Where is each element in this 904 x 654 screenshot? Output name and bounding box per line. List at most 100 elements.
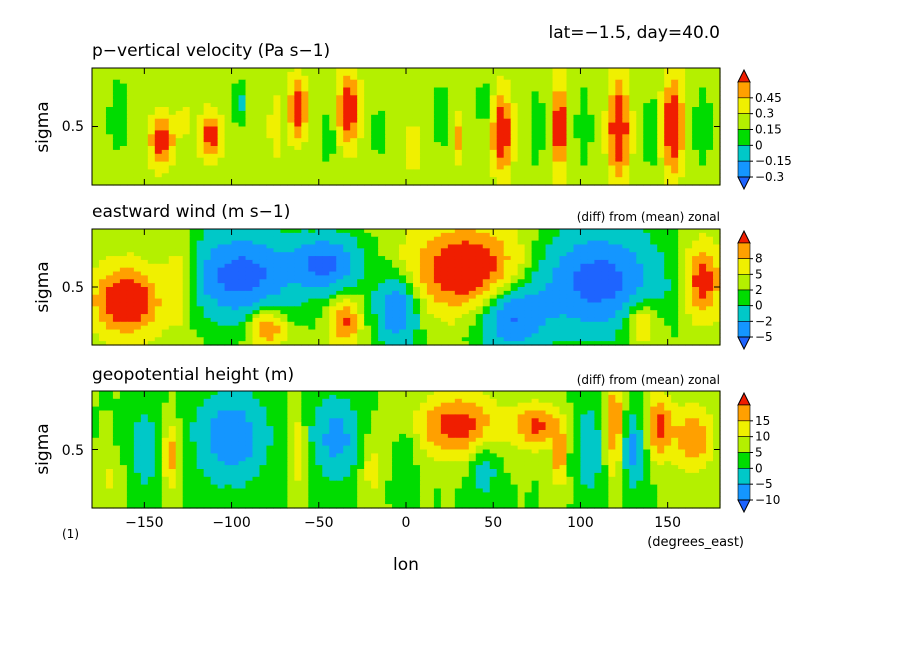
heatmap-cell <box>643 290 651 296</box>
heatmap-cell <box>357 118 365 124</box>
heatmap-cell <box>98 310 107 315</box>
heatmap-cell <box>189 275 198 280</box>
heatmap-cell <box>378 279 386 284</box>
heatmap-cell <box>245 306 254 311</box>
heatmap-cell <box>671 110 679 116</box>
heatmap-cell <box>315 161 323 167</box>
heatmap-cell <box>92 181 100 186</box>
heatmap-cell <box>301 283 309 288</box>
heatmap-cell <box>496 126 505 131</box>
heatmap-cell <box>608 236 616 242</box>
heatmap-cell <box>112 271 121 276</box>
heatmap-cell <box>573 287 582 292</box>
heatmap-cell <box>678 138 686 143</box>
heatmap-cell <box>238 146 247 151</box>
heatmap-cell <box>699 169 707 174</box>
heatmap-cell <box>280 91 288 96</box>
heatmap-cell <box>105 302 114 307</box>
heatmap-cell <box>461 107 470 112</box>
heatmap-cell <box>643 134 651 139</box>
heatmap-cell <box>364 287 372 292</box>
heatmap-cell <box>657 91 665 96</box>
heatmap-cell <box>322 134 330 139</box>
heatmap-cell <box>399 294 407 300</box>
heatmap-cell <box>392 232 400 238</box>
heatmap-cell <box>622 263 630 269</box>
heatmap-cell <box>636 290 644 296</box>
heatmap-cell <box>203 252 212 257</box>
heatmap-cell <box>412 165 421 170</box>
heatmap-cell <box>489 271 498 276</box>
heatmap-cell <box>524 229 533 234</box>
heatmap-cell <box>664 298 672 304</box>
heatmap-cell <box>650 157 658 163</box>
heatmap-cell <box>196 107 205 112</box>
heatmap-cell <box>147 256 156 261</box>
heatmap-cell <box>426 138 435 143</box>
heatmap-cell <box>636 107 644 112</box>
heatmap-cell <box>538 149 547 155</box>
heatmap-cell <box>329 290 337 296</box>
heatmap-cell <box>475 107 484 112</box>
heatmap-cell <box>468 229 477 234</box>
heatmap-cell <box>629 118 637 124</box>
heatmap-cell <box>168 256 177 261</box>
heatmap-cell <box>92 95 100 100</box>
heatmap-cell <box>678 71 686 77</box>
heatmap-cell <box>378 68 386 73</box>
heatmap-cell <box>412 142 421 147</box>
heatmap-cell <box>503 181 512 186</box>
heatmap-cell <box>161 321 170 327</box>
heatmap-cell <box>412 91 421 96</box>
heatmap-cell <box>175 287 184 292</box>
heatmap-cell <box>622 290 630 296</box>
heatmap-cell <box>629 306 637 311</box>
heatmap-cell <box>315 275 323 280</box>
heatmap-cell <box>329 165 337 170</box>
heatmap-cell <box>210 126 219 131</box>
heatmap-cell <box>461 279 470 284</box>
heatmap-cell <box>594 177 602 182</box>
heatmap-cell <box>671 310 679 315</box>
heatmap-cell <box>671 122 679 128</box>
heatmap-cell <box>273 95 281 100</box>
heatmap-cell <box>252 87 261 92</box>
panel-vertical-velocity: p−vertical velocity (Pa s−1) sigma 0.5 0… <box>33 41 792 191</box>
heatmap-cell <box>189 267 198 273</box>
heatmap-cell <box>322 110 330 116</box>
heatmap-cell <box>594 134 602 139</box>
heatmap-cell <box>224 177 233 182</box>
heatmap-cell <box>699 149 707 155</box>
heatmap-cell <box>636 95 644 100</box>
heatmap-cell <box>587 142 595 147</box>
heatmap-cell <box>133 99 142 104</box>
heatmap-cell <box>133 91 142 96</box>
heatmap-cell <box>294 263 302 269</box>
heatmap-cell <box>517 130 526 135</box>
heatmap-cell <box>489 126 498 131</box>
heatmap-cell <box>315 146 323 151</box>
heatmap-cell <box>531 122 540 128</box>
heatmap-cell <box>538 232 547 238</box>
heatmap-cell <box>489 118 498 124</box>
heatmap-cell <box>168 252 177 257</box>
heatmap-cell <box>357 306 365 311</box>
heatmap-cell <box>412 248 421 253</box>
heatmap-cell <box>350 298 358 304</box>
heatmap-cell <box>713 146 721 151</box>
heatmap-cell <box>510 259 519 265</box>
heatmap-cell <box>280 107 288 112</box>
heatmap-cell <box>392 146 400 151</box>
heatmap-cell <box>552 321 561 327</box>
heatmap-cell <box>105 110 114 116</box>
heatmap-cell <box>573 236 582 242</box>
heatmap-cell <box>98 256 107 261</box>
heatmap-cell <box>287 177 295 182</box>
heatmap-cell <box>126 290 135 296</box>
heatmap-cell <box>357 146 365 151</box>
heatmap-cell <box>426 161 435 167</box>
heatmap-cell <box>566 126 575 131</box>
heatmap-cell <box>419 99 428 104</box>
heatmap-cell <box>580 138 589 143</box>
heatmap-cell <box>126 91 135 96</box>
